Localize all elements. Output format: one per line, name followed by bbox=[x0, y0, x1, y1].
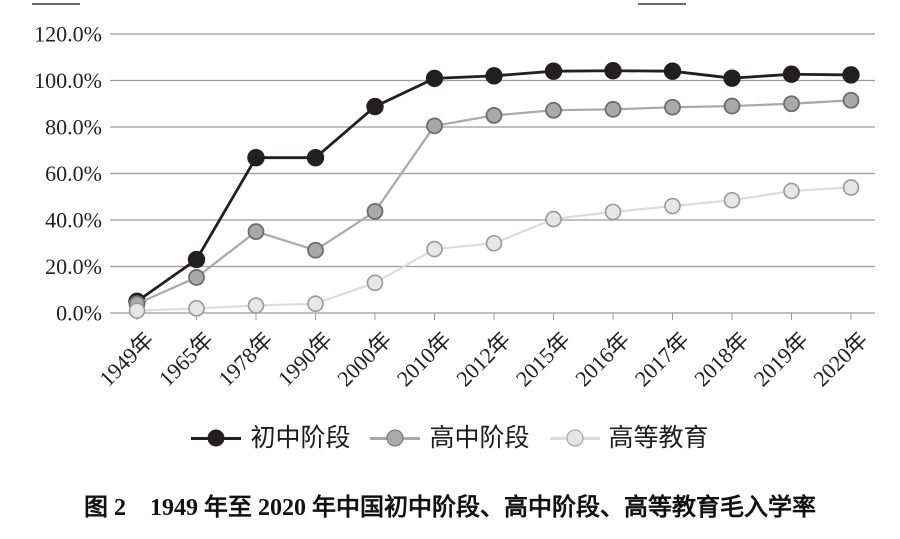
legend-label-senior-secondary: 高中阶段 bbox=[429, 424, 530, 452]
x-axis-tick-label: 2010年 bbox=[392, 327, 456, 391]
y-axis-tick-label: 0.0% bbox=[56, 301, 102, 326]
x-axis-tick-label: 2015年 bbox=[511, 327, 575, 391]
y-axis-tick-label: 120.0% bbox=[34, 22, 102, 47]
legend-item-senior-secondary: 高中阶段 bbox=[370, 424, 530, 452]
x-axis-tick-label: 2018年 bbox=[689, 327, 753, 391]
x-axis-tick-label: 2016年 bbox=[570, 327, 634, 391]
series-point-higher-education bbox=[723, 191, 741, 209]
x-axis-tick-label: 2019年 bbox=[749, 327, 813, 391]
series-point-senior-secondary bbox=[485, 106, 503, 124]
x-axis-tick-label: 2020年 bbox=[808, 327, 872, 391]
series-point-higher-education bbox=[128, 302, 146, 319]
series-point-junior-secondary bbox=[366, 97, 384, 116]
series-point-junior-secondary bbox=[544, 62, 563, 80]
series-point-senior-secondary bbox=[604, 100, 622, 118]
line-chart: 0.0% 20.0% 40.0% 60.0% 80.0% 100.0% 120.0% 1949… bbox=[34, 22, 875, 391]
chart-legend: 初中阶段 高中阶段 高等教育 bbox=[0, 419, 900, 457]
series-point-higher-education bbox=[426, 240, 443, 258]
x-axis-tick-label: 1990年 bbox=[273, 327, 337, 391]
series-point-junior-secondary bbox=[485, 67, 503, 85]
series-point-senior-secondary bbox=[545, 101, 562, 119]
series-point-senior-secondary bbox=[842, 91, 860, 109]
series-point-senior-secondary bbox=[664, 98, 681, 116]
page-border-dash-right bbox=[638, 3, 686, 5]
figure-caption: 图 2 1949 年至 2020 年中国初中阶段、高中阶段、高等教育毛入学率 bbox=[84, 495, 816, 521]
series-point-higher-education bbox=[247, 297, 265, 314]
series-point-junior-secondary bbox=[842, 66, 860, 84]
y-axis-tick-label: 40.0% bbox=[45, 208, 102, 233]
series-point-higher-education bbox=[188, 300, 205, 317]
series-point-junior-secondary bbox=[247, 148, 265, 167]
x-axis-tick-label: 2012年 bbox=[451, 327, 515, 391]
series-point-higher-education bbox=[842, 179, 860, 196]
x-axis-tick-label: 1949年 bbox=[94, 327, 158, 391]
legend-label-junior-secondary: 初中阶段 bbox=[250, 424, 351, 452]
series-point-senior-secondary bbox=[783, 95, 800, 113]
series-point-higher-education bbox=[307, 295, 324, 313]
y-axis-tick-label: 20.0% bbox=[45, 254, 102, 279]
legend-marker-junior-secondary-icon bbox=[191, 429, 242, 448]
y-axis-tick-label: 100.0% bbox=[34, 68, 102, 93]
series-point-senior-secondary bbox=[366, 202, 384, 220]
series-point-higher-education bbox=[366, 274, 384, 292]
legend-marker-senior-secondary-icon bbox=[370, 429, 421, 448]
legend-marker-higher-education-icon bbox=[549, 429, 600, 448]
series-point-higher-education bbox=[604, 203, 622, 221]
legend-label-higher-education: 高等教育 bbox=[608, 424, 709, 452]
series-point-junior-secondary bbox=[782, 65, 801, 83]
series-point-senior-secondary bbox=[426, 117, 443, 135]
page-border-dash-left bbox=[32, 3, 80, 5]
series-line-senior-secondary bbox=[136, 99, 852, 305]
y-axis-tick-label: 60.0% bbox=[45, 161, 102, 186]
legend-item-higher-education: 高等教育 bbox=[549, 424, 709, 452]
legend-item-junior-secondary: 初中阶段 bbox=[191, 426, 350, 451]
series-point-higher-education bbox=[783, 182, 800, 200]
x-axis-tick-label: 2000年 bbox=[332, 327, 396, 391]
series-point-senior-secondary bbox=[723, 97, 741, 115]
series-point-junior-secondary bbox=[604, 62, 622, 80]
series-point-junior-secondary bbox=[425, 69, 444, 88]
series-point-junior-secondary bbox=[306, 148, 325, 167]
series-point-higher-education bbox=[485, 234, 503, 252]
series-point-senior-secondary bbox=[188, 269, 205, 286]
series-point-junior-secondary bbox=[723, 69, 741, 87]
series-point-junior-secondary bbox=[187, 250, 206, 269]
series-point-junior-secondary bbox=[663, 62, 682, 80]
series-point-higher-education bbox=[545, 210, 562, 228]
y-axis-tick-label: 80.0% bbox=[45, 115, 102, 140]
x-axis-tick-label: 1978年 bbox=[213, 327, 277, 391]
x-axis-tick-label: 1965年 bbox=[154, 327, 218, 391]
series-point-senior-secondary bbox=[307, 241, 324, 259]
x-axis-tick-label: 2017年 bbox=[630, 327, 694, 391]
series-point-higher-education bbox=[664, 197, 681, 215]
series-point-senior-secondary bbox=[247, 223, 265, 241]
